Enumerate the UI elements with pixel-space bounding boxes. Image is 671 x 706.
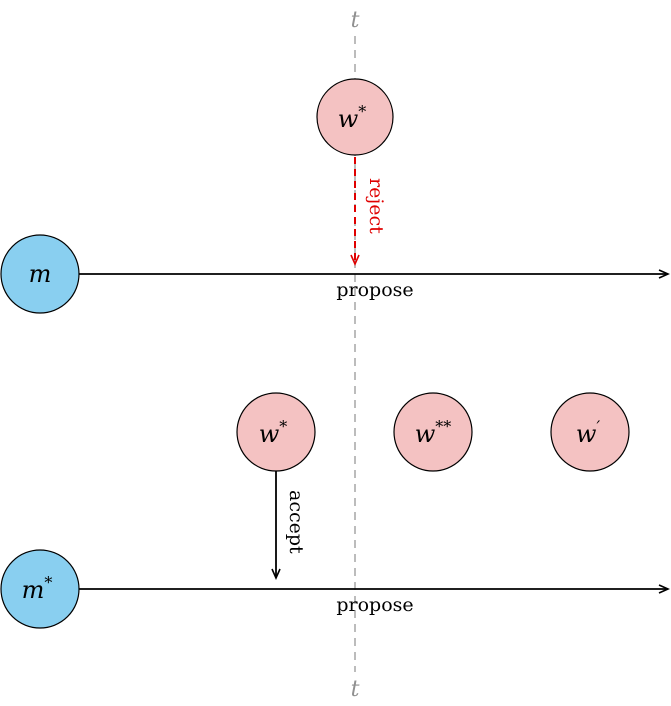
svg-text:m*: m* <box>22 573 53 604</box>
woman-double-star-label: w <box>415 420 436 448</box>
time-label-bottom: t <box>351 677 360 702</box>
svg-text:w*: w* <box>259 417 288 448</box>
man-m-label: m <box>29 260 52 288</box>
woman-star-label: w <box>259 420 280 448</box>
woman-node-top: w* <box>316 78 394 156</box>
svg-text:w′: w′ <box>576 417 601 448</box>
propose-label-m-star: propose <box>336 594 413 616</box>
woman-double-star-sup: ** <box>435 417 451 436</box>
woman-node-star: w* <box>236 392 316 472</box>
svg-text:w*: w* <box>338 102 367 133</box>
woman-prime-label: w <box>576 420 597 448</box>
man-node-m: m <box>0 234 80 314</box>
woman-node-double-star: w** <box>393 392 473 472</box>
man-node-m-star: m* <box>0 549 80 629</box>
accept-label: accept <box>285 490 307 554</box>
man-m-star-sup: * <box>44 573 52 592</box>
woman-top-label: w <box>338 105 359 133</box>
reject-label: reject <box>365 178 387 234</box>
woman-node-prime: w′ <box>550 392 630 472</box>
woman-top-sup: * <box>358 102 366 121</box>
svg-text:w**: w** <box>415 417 452 448</box>
time-label-top: t <box>351 8 360 33</box>
svg-text:m: m <box>29 260 52 288</box>
woman-star-sup: * <box>279 417 287 436</box>
man-m-star-label: m <box>22 576 45 604</box>
woman-prime-sup: ′ <box>596 417 600 436</box>
propose-label-m: propose <box>336 279 413 301</box>
